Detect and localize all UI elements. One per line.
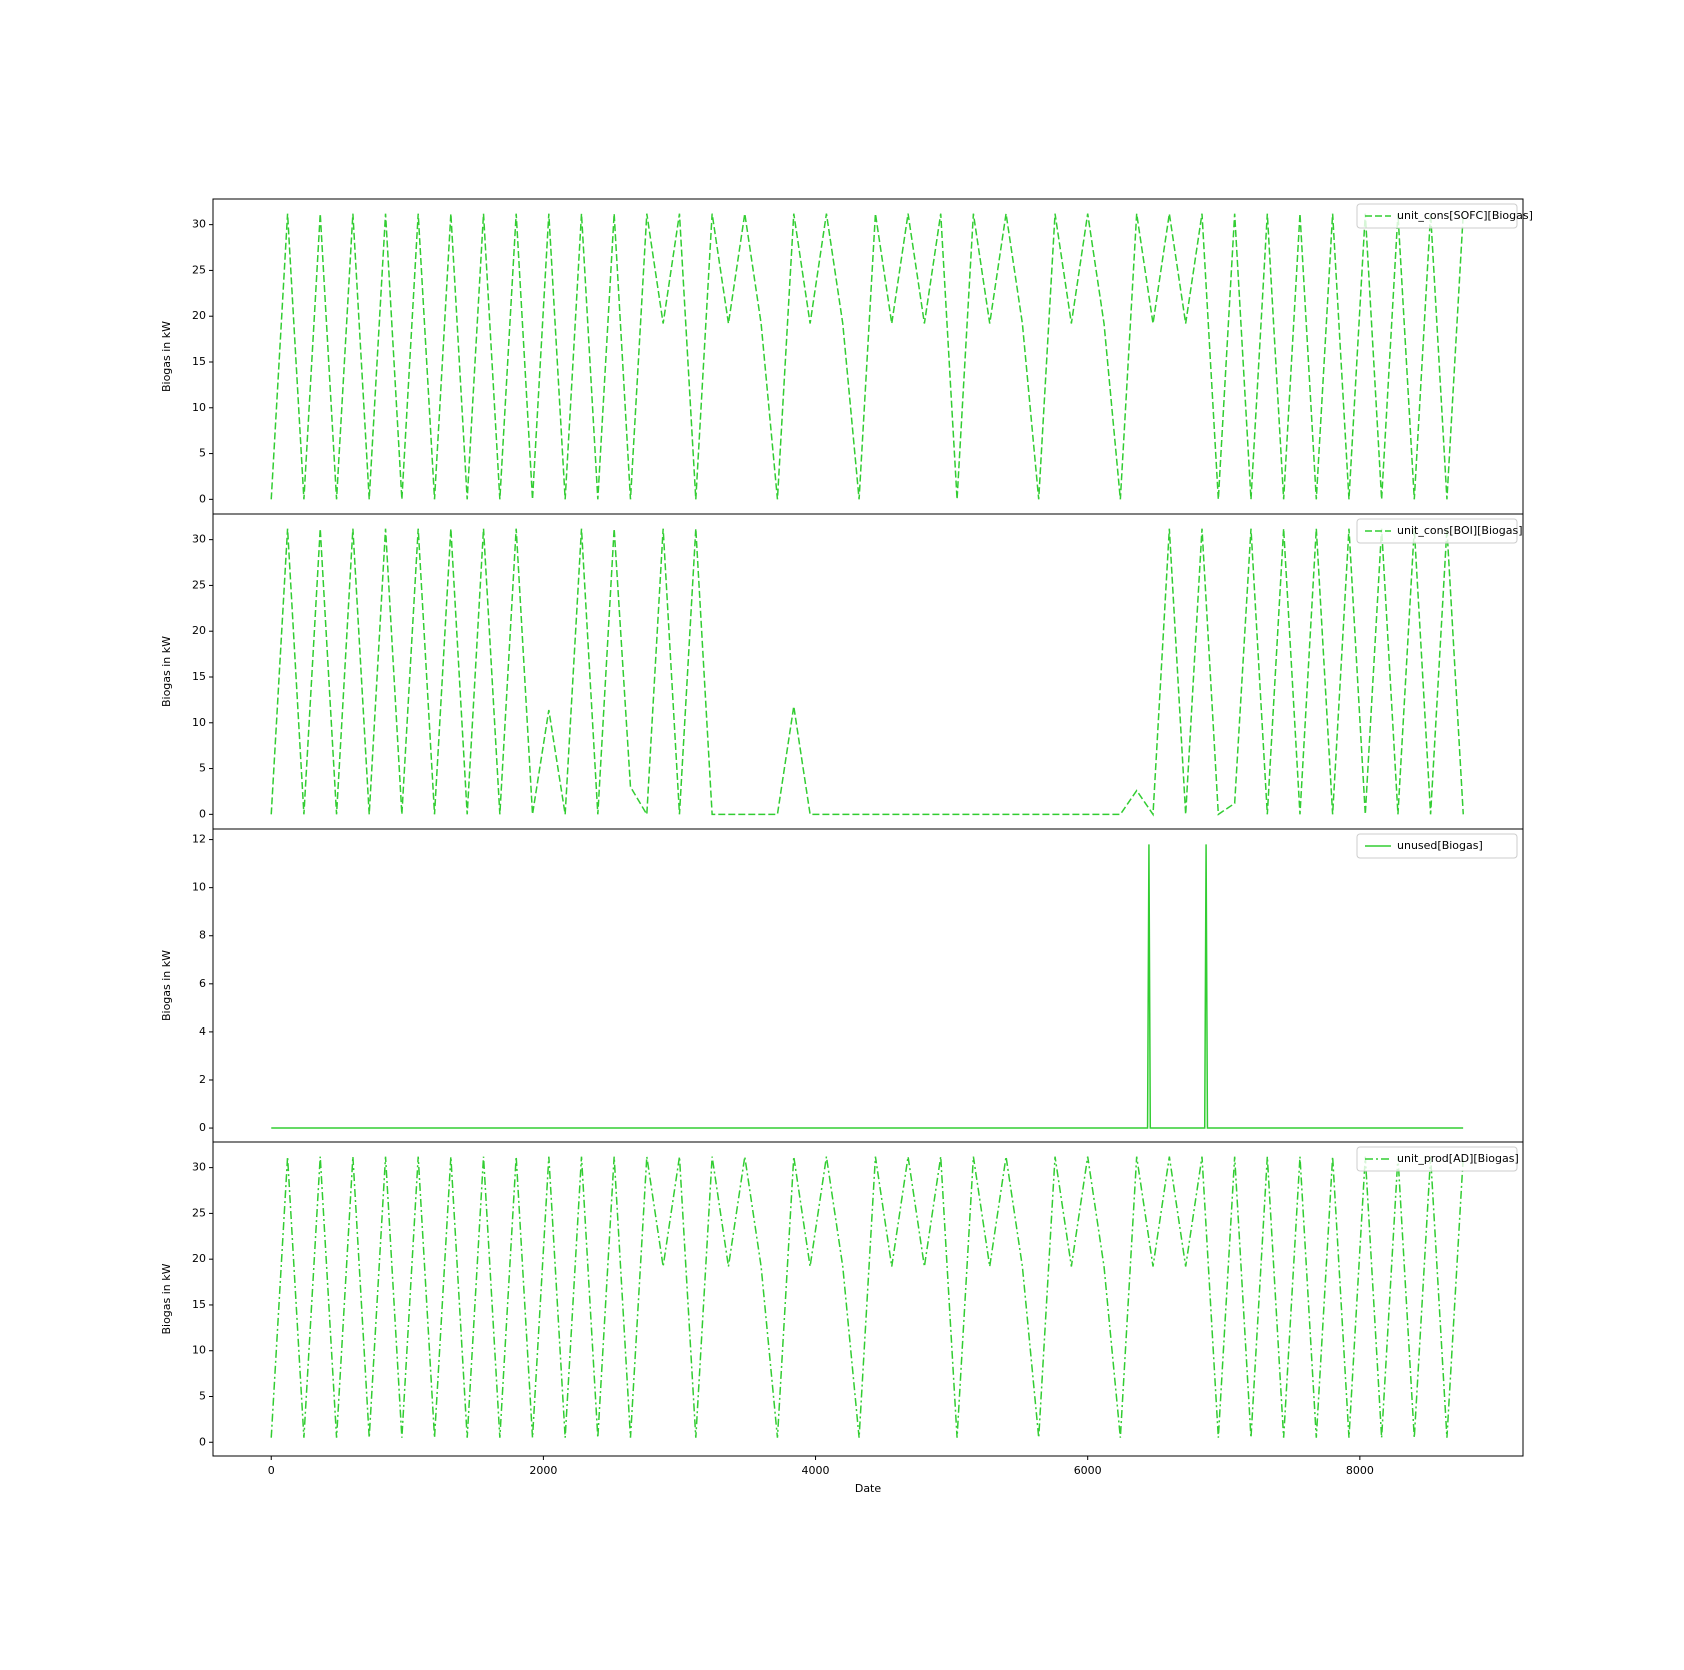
data-line — [271, 844, 1464, 1129]
y-axis-label: Biogas in kW — [160, 950, 173, 1021]
y-tick-label: 20 — [192, 309, 206, 322]
legend-box — [1356, 833, 1518, 859]
legend-label: unit_cons[BOI][Biogas] — [1397, 524, 1523, 537]
y-tick-label: 30 — [192, 218, 206, 231]
legend-label: unused[Biogas] — [1397, 839, 1483, 852]
axes-frame — [212, 1141, 1524, 1457]
legend: unused[Biogas] — [1356, 833, 1518, 859]
y-tick-label: 8 — [199, 929, 206, 942]
legend-box — [1356, 1146, 1518, 1172]
y-tick-label: 5 — [199, 1389, 206, 1402]
y-tick-label: 12 — [192, 833, 206, 846]
y-tick-label: 2 — [199, 1073, 206, 1086]
legend-box — [1356, 518, 1518, 544]
data-line — [270, 213, 1465, 500]
y-tick-label: 30 — [192, 1161, 206, 1174]
legend: unit_cons[BOI][Biogas] — [1356, 518, 1523, 544]
x-axis-label: Date — [855, 1482, 882, 1495]
y-tick-label: 25 — [192, 1206, 206, 1219]
x-tick-label: 8000 — [1346, 1464, 1374, 1477]
y-tick-label: 10 — [192, 1344, 206, 1357]
legend: unit_cons[SOFC][Biogas] — [1356, 203, 1533, 229]
y-axis-label: Biogas in kW — [160, 1263, 173, 1334]
y-tick-label: 15 — [192, 1298, 206, 1311]
x-tick-label: 4000 — [802, 1464, 830, 1477]
y-tick-label: 30 — [192, 533, 206, 546]
y-tick-label: 20 — [192, 1252, 206, 1265]
y-tick-label: 0 — [199, 807, 206, 820]
x-tick-label: 6000 — [1074, 1464, 1102, 1477]
y-tick-label: 10 — [192, 716, 206, 729]
y-tick-label: 10 — [192, 881, 206, 894]
x-tick-label: 2000 — [529, 1464, 557, 1477]
y-tick-label: 25 — [192, 578, 206, 591]
y-tick-label: 10 — [192, 401, 206, 414]
data-line — [270, 528, 1465, 817]
y-tick-label: 0 — [199, 492, 206, 505]
y-tick-label: 20 — [192, 624, 206, 637]
x-tick-label: 0 — [268, 1464, 275, 1477]
y-axis-label: Biogas in kW — [160, 636, 173, 707]
y-tick-label: 6 — [199, 977, 206, 990]
y-tick-label: 5 — [199, 447, 206, 460]
legend-label: unit_prod[AD][Biogas] — [1397, 1152, 1519, 1165]
y-tick-label: 4 — [199, 1025, 206, 1038]
data-line — [270, 1156, 1465, 1438]
legend: unit_prod[AD][Biogas] — [1356, 1146, 1519, 1172]
y-tick-label: 0 — [199, 1435, 206, 1448]
y-tick-label: 5 — [199, 762, 206, 775]
y-tick-label: 15 — [192, 355, 206, 368]
legend-box — [1356, 203, 1518, 229]
legend-label: unit_cons[SOFC][Biogas] — [1397, 209, 1533, 222]
y-tick-label: 15 — [192, 670, 206, 683]
y-tick-label: 25 — [192, 263, 206, 276]
axes-frame — [212, 828, 1524, 1143]
y-axis-label: Biogas in kW — [160, 321, 173, 392]
y-tick-label: 0 — [199, 1121, 206, 1134]
